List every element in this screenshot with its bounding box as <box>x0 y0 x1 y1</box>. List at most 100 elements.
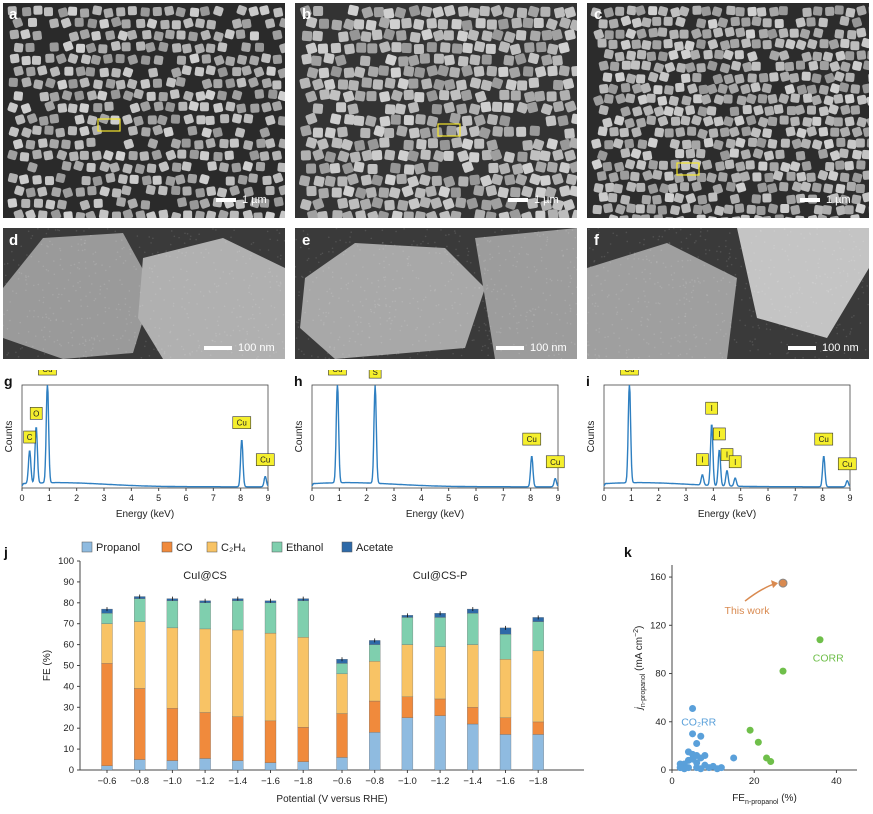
surface-pore <box>103 322 105 325</box>
surface-pore <box>406 324 409 327</box>
surface-pore <box>392 278 394 281</box>
nanocube <box>277 162 285 173</box>
nanocube <box>566 173 577 186</box>
nanocube <box>450 210 462 218</box>
x-axis-label: FEn-propanol (%) <box>732 793 797 806</box>
surface-pore <box>57 229 59 231</box>
surface-pore <box>473 339 475 341</box>
surface-pore <box>183 286 185 288</box>
surface-pore <box>727 257 730 260</box>
surface-pore <box>685 237 688 240</box>
nanocube <box>673 192 685 204</box>
surface-pore <box>765 323 768 326</box>
surface-pore <box>75 289 77 292</box>
surface-pore <box>411 269 414 272</box>
surface-pore <box>213 261 215 264</box>
surface-pore <box>329 345 331 348</box>
nanocube <box>817 170 829 181</box>
surface-pore <box>408 255 410 258</box>
nanocube <box>708 192 718 202</box>
nanocube <box>835 205 847 216</box>
surface-pore <box>646 305 648 308</box>
surface-pore <box>376 291 378 294</box>
surface-pore <box>685 334 687 336</box>
surface-pore <box>609 243 612 245</box>
surface-pore <box>777 280 780 282</box>
peak-tag-label: O <box>33 409 39 418</box>
nanocube <box>305 90 317 103</box>
surface-pore <box>687 259 689 262</box>
nanocube <box>61 139 71 150</box>
surface-pore <box>77 281 79 284</box>
surface-pore <box>325 315 327 318</box>
surface-pore <box>770 298 772 301</box>
surface-pore <box>276 229 278 231</box>
surface-pore <box>557 353 560 356</box>
surface-pore <box>207 252 210 254</box>
surface-pore <box>481 345 484 348</box>
bar-segment-ethanol <box>467 613 479 645</box>
nanocube <box>277 90 285 102</box>
nanocube <box>219 162 229 173</box>
surface-pore <box>411 243 413 246</box>
surface-pore <box>754 338 756 340</box>
surface-pore <box>68 300 71 303</box>
nanocube <box>735 6 745 17</box>
surface-pore <box>549 278 552 281</box>
nanocube <box>503 31 516 43</box>
nanocube <box>563 199 575 211</box>
surface-pore <box>456 254 459 257</box>
nanocube <box>361 6 374 19</box>
nanocube <box>56 149 68 161</box>
surface-pore <box>212 228 214 230</box>
nanocube <box>564 6 576 19</box>
surface-pore <box>798 289 801 291</box>
surface-pore <box>333 346 336 349</box>
nanocube <box>469 77 482 89</box>
nanocube <box>806 84 817 95</box>
x-tick-label: −1.4 <box>463 776 482 787</box>
nanocube <box>196 115 206 125</box>
surface-pore <box>808 232 811 234</box>
nanocube <box>491 29 504 41</box>
surface-pore <box>226 334 228 336</box>
surface-pore <box>33 310 35 312</box>
nanocube <box>25 42 35 53</box>
surface-pore <box>359 300 362 303</box>
surface-pore <box>484 324 487 326</box>
surface-pore <box>628 348 630 351</box>
surface-pore <box>351 280 354 282</box>
nanocube <box>324 127 336 139</box>
nanocube <box>331 19 343 31</box>
nanocube <box>488 162 499 174</box>
nanocube <box>625 93 636 104</box>
surface-pore <box>490 278 493 280</box>
peak-tag-box <box>38 370 57 376</box>
surface-pore <box>749 340 751 342</box>
surface-pore <box>661 235 664 238</box>
surface-pore <box>722 277 725 279</box>
nanocube <box>789 161 801 172</box>
nanocube <box>391 89 403 102</box>
nanocube <box>491 77 504 90</box>
nanocube <box>349 29 361 41</box>
bar-segment-co <box>297 727 309 762</box>
surface-pore <box>487 354 489 357</box>
surface-pore <box>658 235 661 238</box>
nanocube <box>38 138 48 148</box>
surface-pore <box>216 320 219 322</box>
surface-pore <box>354 340 357 343</box>
surface-pore <box>794 357 797 359</box>
surface-pore <box>206 327 208 329</box>
nanocube <box>663 16 673 26</box>
surface-pore <box>149 318 152 320</box>
surface-pore <box>188 329 190 331</box>
surface-pore <box>780 341 783 344</box>
surface-pore <box>371 282 373 284</box>
nanocube <box>299 77 311 89</box>
nanocube <box>79 8 90 18</box>
surface-pore <box>647 301 650 303</box>
surface-pore <box>383 279 386 281</box>
nanocube <box>430 197 442 209</box>
surface-pore <box>90 283 93 285</box>
